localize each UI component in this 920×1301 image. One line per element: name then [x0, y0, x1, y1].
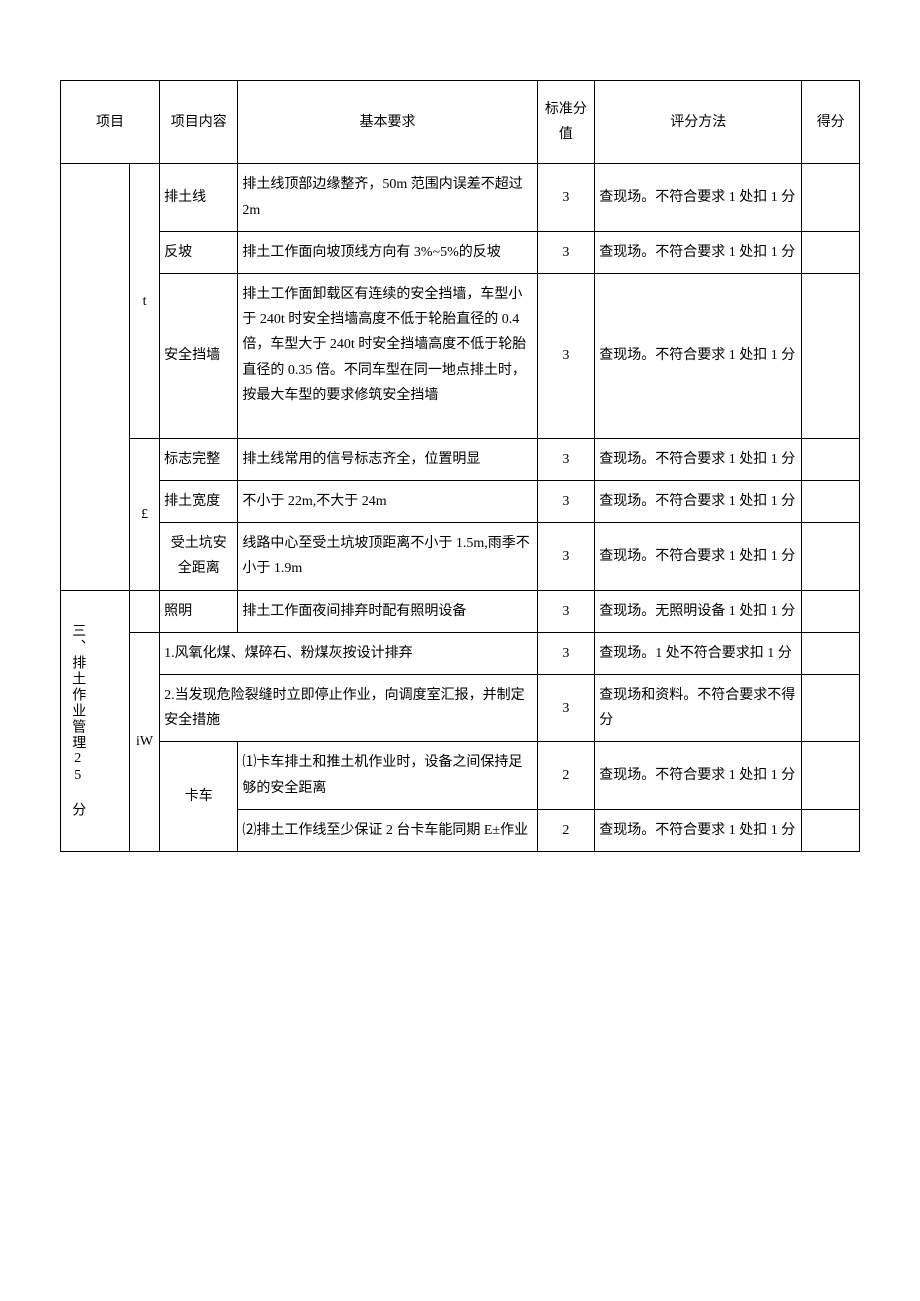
- table-row: 受土坑安全距离 线路中心至受土坑坡顶距离不小于 1.5m,雨季不小于 1.9m …: [61, 523, 860, 590]
- method-cell: 查现场。不符合要求 1 处扣 1 分: [595, 809, 802, 851]
- header-method: 评分方法: [595, 81, 802, 164]
- method-cell: 查现场。无照明设备 1 处扣 1 分: [595, 590, 802, 632]
- score-cell: 3: [537, 164, 595, 231]
- content-cell: 照明: [160, 590, 238, 632]
- score-cell: 2: [537, 742, 595, 809]
- header-content: 项目内容: [160, 81, 238, 164]
- table-row: 安全挡墙 排土工作面卸载区有连续的安全挡墙，车型小于 240t 时安全挡墙高度不…: [61, 273, 860, 438]
- header-score: 标准分值: [537, 81, 595, 164]
- requirement-cell: 不小于 22m,不大于 24m: [238, 481, 537, 523]
- result-cell: [802, 632, 860, 674]
- result-cell: [802, 675, 860, 742]
- content-cell: 排土线: [160, 164, 238, 231]
- result-cell: [802, 231, 860, 273]
- content-cell: 安全挡墙: [160, 273, 238, 438]
- result-cell: [802, 481, 860, 523]
- method-cell: 查现场。1 处不符合要求扣 1 分: [595, 632, 802, 674]
- content-cell: 排土宽度: [160, 481, 238, 523]
- result-cell: [802, 742, 860, 809]
- header-requirement: 基本要求: [238, 81, 537, 164]
- requirement-cell: 排土工作面向坡顶线方向有 3%~5%的反坡: [238, 231, 537, 273]
- content-cell: 标志完整: [160, 438, 238, 480]
- score-cell: 3: [537, 590, 595, 632]
- requirement-cell: 线路中心至受土坑坡顶距离不小于 1.5m,雨季不小于 1.9m: [238, 523, 537, 590]
- result-cell: [802, 164, 860, 231]
- header-project: 项目: [61, 81, 160, 164]
- empty-sub-cell: [130, 590, 160, 632]
- table-header-row: 项目 项目内容 基本要求 标准分值 评分方法 得分: [61, 81, 860, 164]
- requirement-cell: 排土工作面卸载区有连续的安全挡墙，车型小于 240t 时安全挡墙高度不低于轮胎直…: [238, 273, 537, 438]
- table-row: 反坡 排土工作面向坡顶线方向有 3%~5%的反坡 3 查现场。不符合要求 1 处…: [61, 231, 860, 273]
- result-cell: [802, 590, 860, 632]
- score-cell: 2: [537, 809, 595, 851]
- score-cell: 3: [537, 632, 595, 674]
- section3-project-cell: 三、排土作业管理25 分: [61, 590, 130, 851]
- requirement-cell: 排土线顶部边缘整齐，50m 范围内误差不超过 2m: [238, 164, 537, 231]
- table-row: £ 标志完整 排土线常用的信号标志齐全，位置明显 3 查现场。不符合要求 1 处…: [61, 438, 860, 480]
- requirement-cell: 1.风氧化煤、煤碎石、粉煤灰按设计排弃: [160, 632, 538, 674]
- score-cell: 3: [537, 481, 595, 523]
- section3-sub-marker: iW: [130, 632, 160, 851]
- score-cell: 3: [537, 523, 595, 590]
- result-cell: [802, 438, 860, 480]
- section2-sub2-marker: £: [130, 438, 160, 590]
- result-cell: [802, 809, 860, 851]
- content-cell: 反坡: [160, 231, 238, 273]
- table-row: t 排土线 排土线顶部边缘整齐，50m 范围内误差不超过 2m 3 查现场。不符…: [61, 164, 860, 231]
- result-cell: [802, 523, 860, 590]
- method-cell: 查现场和资料。不符合要求不得分: [595, 675, 802, 742]
- table-row: 卡车 ⑴卡车排土和推土机作业时，设备之间保持足够的安全距离 2 查现场。不符合要…: [61, 742, 860, 809]
- method-cell: 查现场。不符合要求 1 处扣 1 分: [595, 742, 802, 809]
- content-cell: 受土坑安全距离: [160, 523, 238, 590]
- method-cell: 查现场。不符合要求 1 处扣 1 分: [595, 231, 802, 273]
- requirement-cell: 排土工作面夜间排弃时配有照明设备: [238, 590, 537, 632]
- method-cell: 查现场。不符合要求 1 处扣 1 分: [595, 164, 802, 231]
- section3-title: 三、排土作业管理25 分: [65, 623, 90, 818]
- table-row: 三、排土作业管理25 分 照明 排土工作面夜间排弃时配有照明设备 3 查现场。无…: [61, 590, 860, 632]
- header-result: 得分: [802, 81, 860, 164]
- score-cell: 3: [537, 675, 595, 742]
- requirement-cell: ⑴卡车排土和推土机作业时，设备之间保持足够的安全距离: [238, 742, 537, 809]
- score-cell: 3: [537, 438, 595, 480]
- score-cell: 3: [537, 273, 595, 438]
- method-cell: 查现场。不符合要求 1 处扣 1 分: [595, 273, 802, 438]
- evaluation-table: 项目 项目内容 基本要求 标准分值 评分方法 得分 t 排土线 排土线顶部边缘整…: [60, 80, 860, 852]
- table-row: iW 1.风氧化煤、煤碎石、粉煤灰按设计排弃 3 查现场。1 处不符合要求扣 1…: [61, 632, 860, 674]
- table-row: 2.当发现危险裂缝时立即停止作业，向调度室汇报，并制定安全措施 3 查现场和资料…: [61, 675, 860, 742]
- method-cell: 查现场。不符合要求 1 处扣 1 分: [595, 481, 802, 523]
- table-row: 排土宽度 不小于 22m,不大于 24m 3 查现场。不符合要求 1 处扣 1 …: [61, 481, 860, 523]
- result-cell: [802, 273, 860, 438]
- score-cell: 3: [537, 231, 595, 273]
- requirement-cell: 2.当发现危险裂缝时立即停止作业，向调度室汇报，并制定安全措施: [160, 675, 538, 742]
- requirement-cell: 排土线常用的信号标志齐全，位置明显: [238, 438, 537, 480]
- method-cell: 查现场。不符合要求 1 处扣 1 分: [595, 523, 802, 590]
- content-cell: 卡车: [160, 742, 238, 852]
- requirement-cell: ⑵排土工作线至少保证 2 台卡车能同期 E±作业: [238, 809, 537, 851]
- method-cell: 查现场。不符合要求 1 处扣 1 分: [595, 438, 802, 480]
- section2-sub1-marker: t: [130, 164, 160, 439]
- section2-project-cell: [61, 164, 130, 590]
